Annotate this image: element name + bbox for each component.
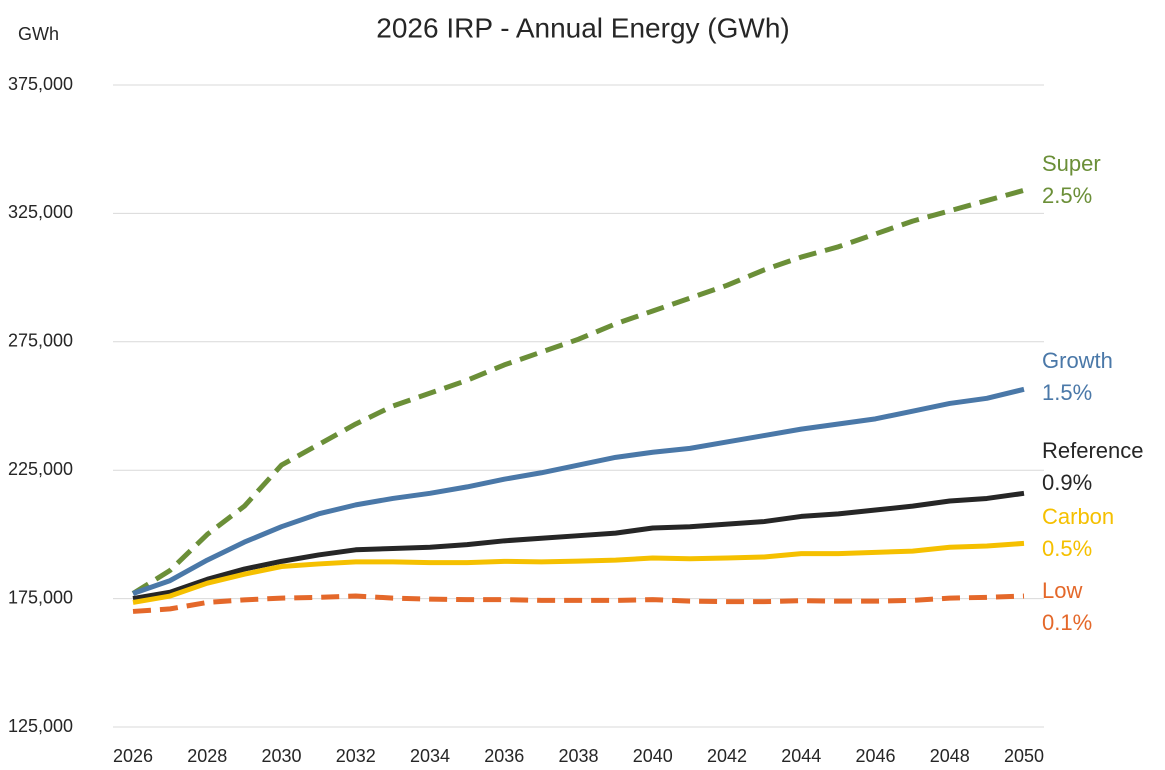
x-tick-label: 2050 (1004, 746, 1044, 766)
series-name: Growth (1042, 348, 1113, 373)
x-tick-label: 2028 (187, 746, 227, 766)
x-tick-label: 2040 (633, 746, 673, 766)
series-name: Carbon (1042, 504, 1114, 529)
series-line (132, 386, 1025, 596)
x-tick-label: 2038 (558, 746, 598, 766)
y-tick-label: 125,000 (8, 716, 73, 736)
x-tick-label: 2034 (410, 746, 450, 766)
x-tick-label: 2026 (113, 746, 153, 766)
series-name: Reference (1042, 438, 1144, 463)
x-tick-label: 2042 (707, 746, 747, 766)
y-tick-label: 275,000 (8, 331, 73, 351)
series-line (131, 187, 1025, 596)
series-rate: 1.5% (1042, 380, 1092, 405)
series-name: Low (1042, 578, 1082, 603)
y-tick-label: 325,000 (8, 202, 73, 222)
chart-title: 2026 IRP - Annual Energy (GWh) (376, 12, 789, 43)
series-rate: 0.9% (1042, 470, 1092, 495)
series-name: Super (1042, 151, 1101, 176)
x-tick-label: 2044 (781, 746, 821, 766)
x-tick-label: 2030 (261, 746, 301, 766)
y-tick-label: 375,000 (8, 74, 73, 94)
y-tick-label: 225,000 (8, 459, 73, 479)
series-line (132, 540, 1025, 605)
series-rate: 0.5% (1042, 536, 1092, 561)
x-tick-label: 2036 (484, 746, 524, 766)
x-tick-label: 2032 (336, 746, 376, 766)
x-tick-label: 2048 (930, 746, 970, 766)
series-line (132, 593, 1025, 614)
series-line (132, 490, 1025, 602)
series-rate: 0.1% (1042, 610, 1092, 635)
y-axis-label: GWh (18, 24, 59, 44)
y-tick-label: 175,000 (8, 587, 73, 607)
x-tick-label: 2046 (855, 746, 895, 766)
series-rate: 2.5% (1042, 183, 1092, 208)
